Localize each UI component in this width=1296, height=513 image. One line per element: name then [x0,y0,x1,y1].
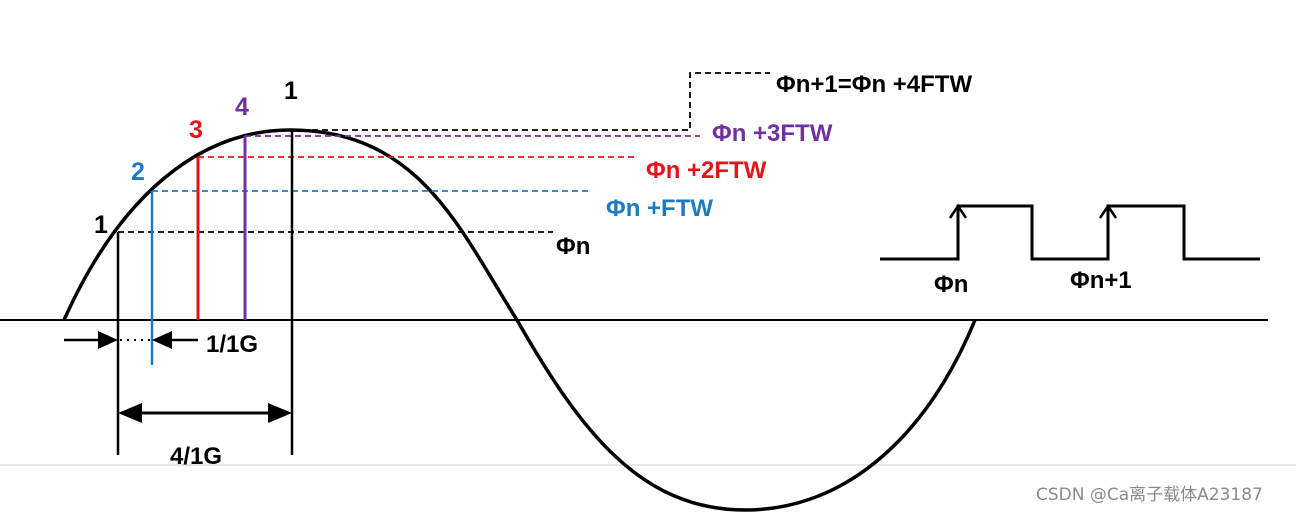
pulse-edge-arrow-1 [948,203,968,219]
sample-label-1: 1 [94,211,108,239]
pulse-waveform [880,204,1260,261]
phase-label-4: Φn+1=Φn +4FTW [776,71,972,98]
short-interval-left-arrowhead [98,331,118,349]
sample-label-4: 4 [235,93,249,121]
phase-label-1: Φn +FTW [606,195,713,222]
pulse-label-b: Φn+1 [1070,267,1132,294]
short-interval-right-arrowhead [152,331,172,349]
sample-label-3: 3 [189,116,203,144]
sine-wave [62,128,977,512]
short-interval-label: 1/1G [206,331,258,358]
long-interval-label: 4/1G [170,443,222,470]
phase-label-0: Φn [556,233,590,260]
long-interval-right-arrowhead [268,403,292,423]
phase-line-4 [292,72,770,131]
phase-label-2: Φn +2FTW [646,157,767,184]
sample-label-2: 2 [131,158,145,186]
watermark: CSDN @Ca离子载体A23187 [1036,485,1263,505]
pulse-label-a: Φn [934,271,968,298]
long-interval-left-arrowhead [118,403,142,423]
phase-label-3: Φn +3FTW [712,120,833,147]
sample-label-5: 1 [284,77,298,105]
pulse-edge-arrow-2 [1098,203,1118,219]
